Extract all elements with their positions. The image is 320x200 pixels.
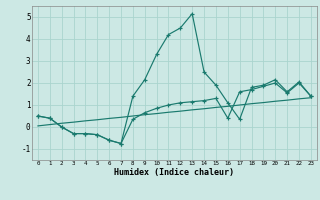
X-axis label: Humidex (Indice chaleur): Humidex (Indice chaleur) bbox=[115, 168, 234, 177]
